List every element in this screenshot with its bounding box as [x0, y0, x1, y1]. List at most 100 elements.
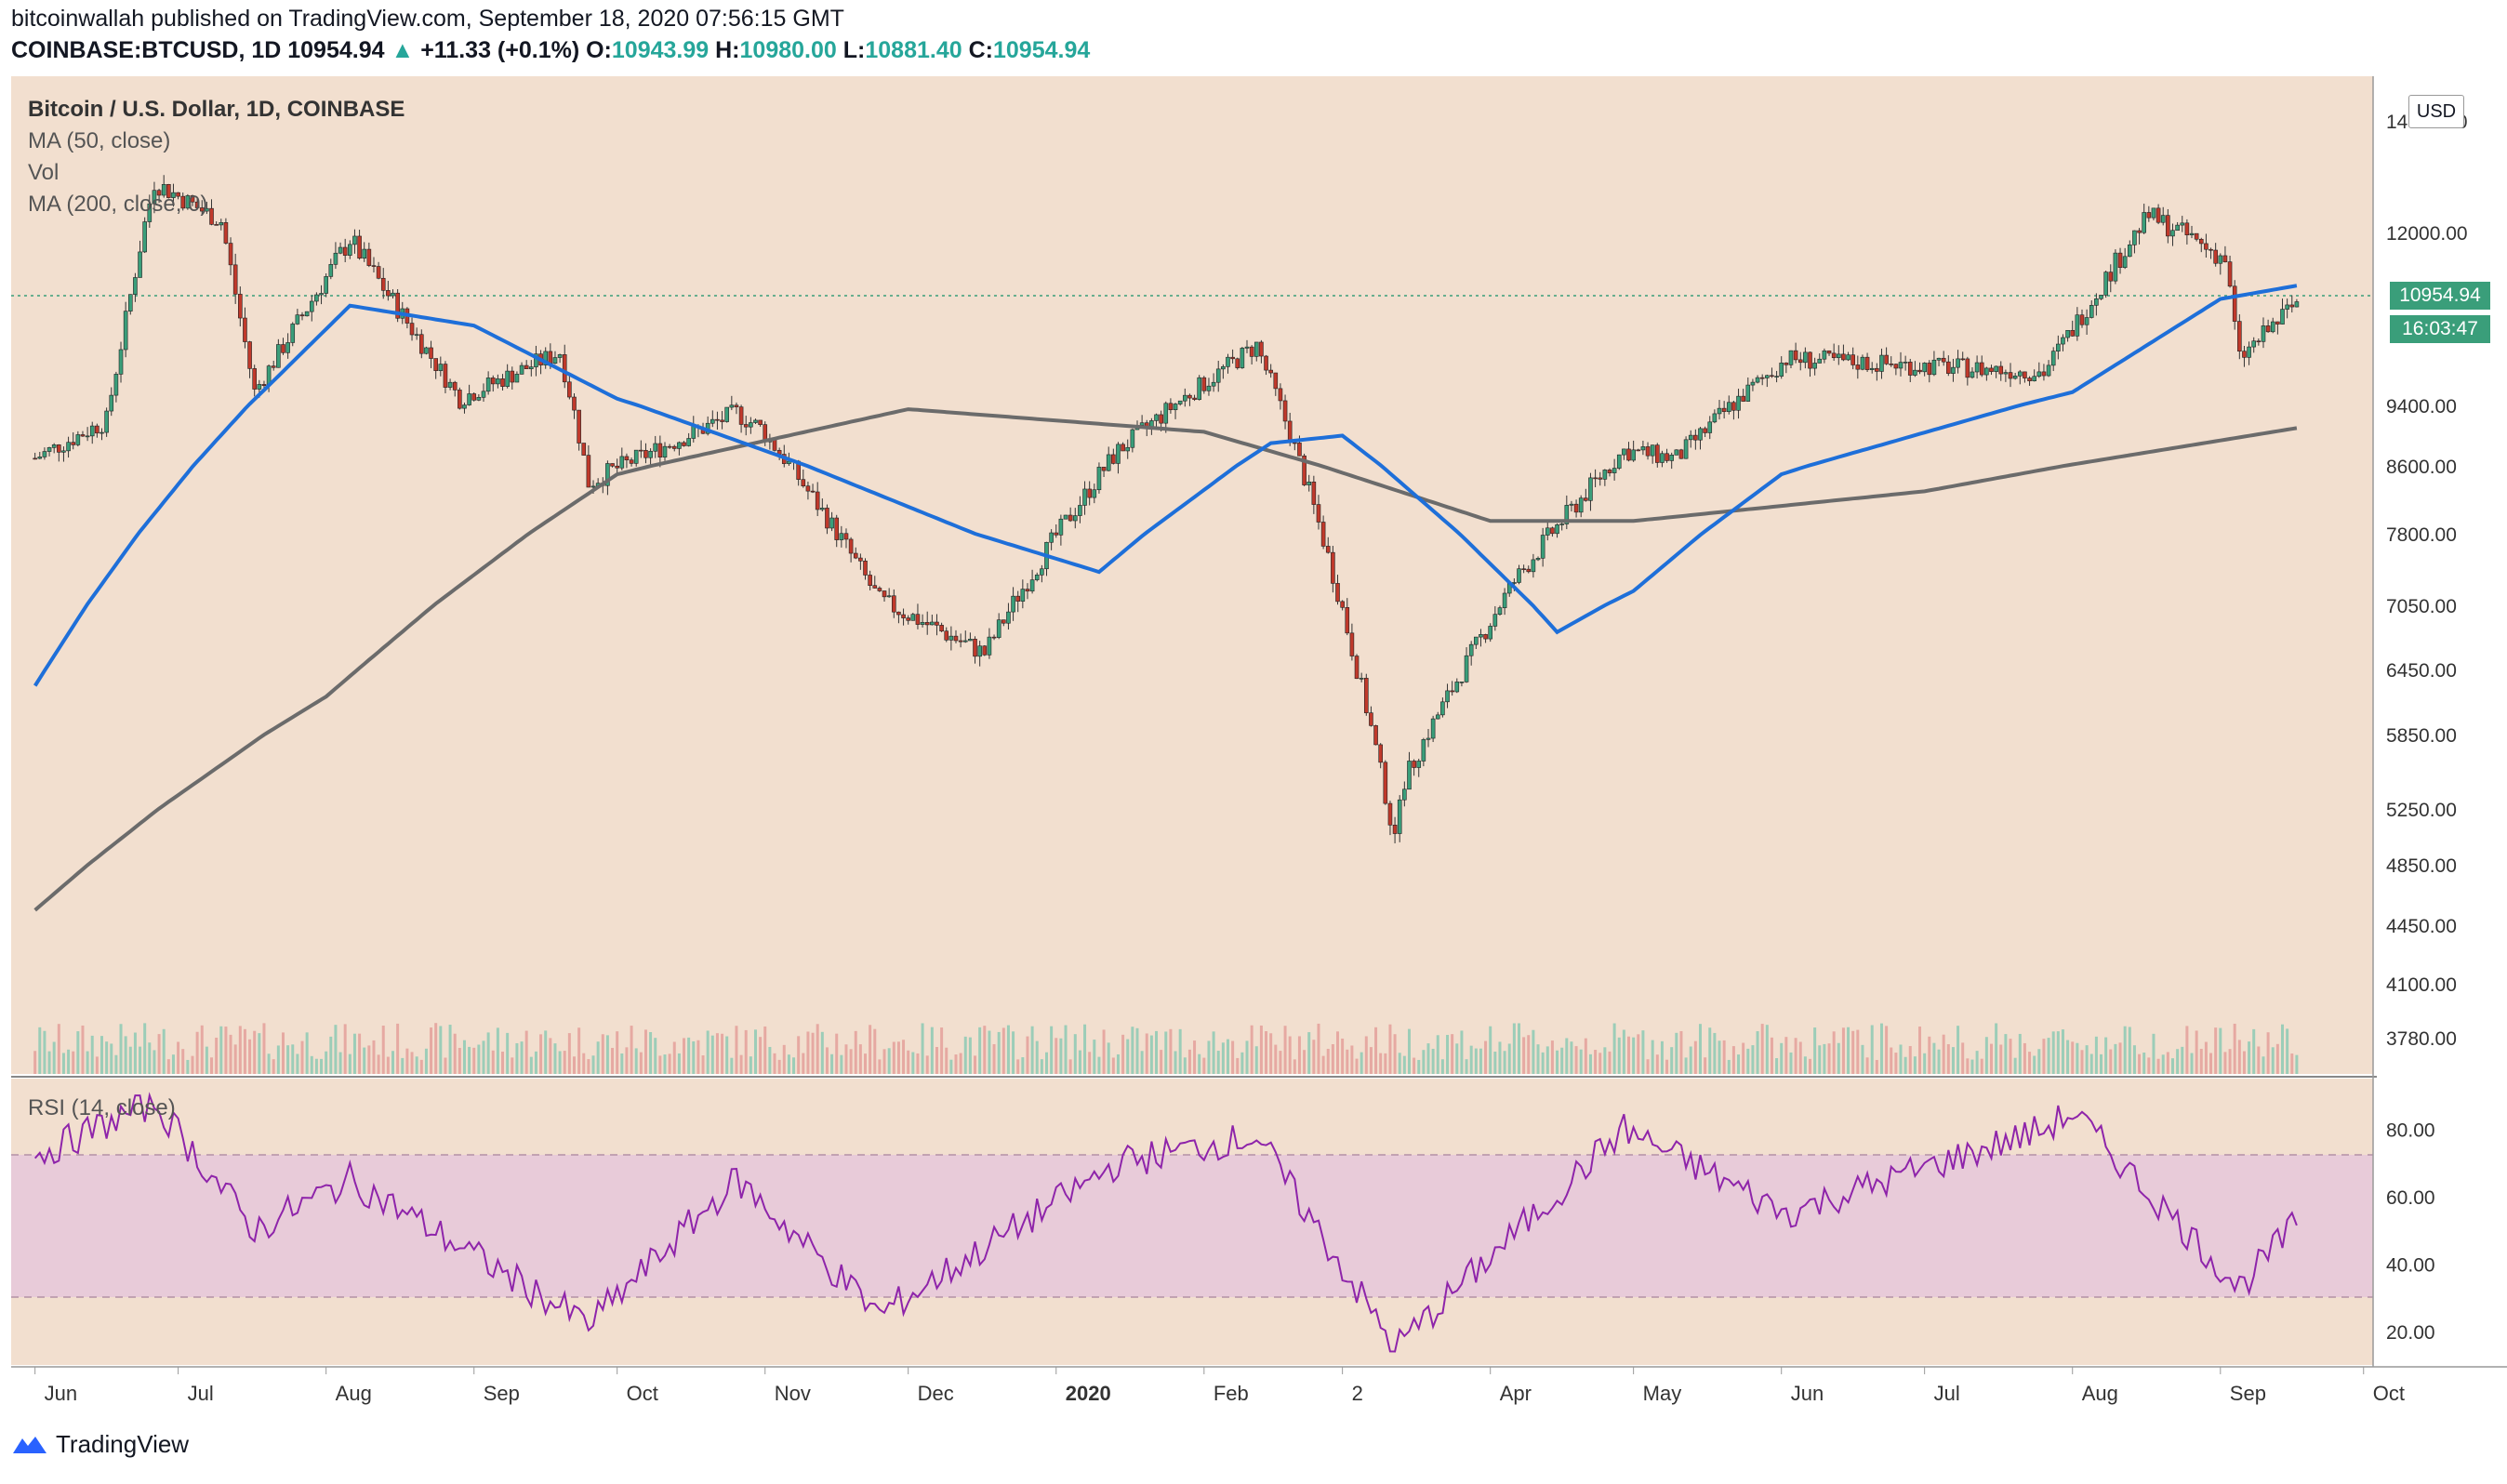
- candle-body: [166, 184, 171, 198]
- volume-bar: [1503, 1051, 1506, 1074]
- candle-body: [314, 294, 319, 302]
- volume-bar: [753, 1029, 757, 1074]
- volume-bar: [1402, 1055, 1406, 1074]
- brand-name: TradingView: [56, 1430, 190, 1458]
- candle-body: [1936, 357, 1942, 361]
- candle-body: [1230, 356, 1235, 360]
- legend-ma50[interactable]: MA (50, close): [28, 128, 171, 153]
- candle-body: [529, 366, 534, 369]
- volume-bar: [1541, 1052, 1545, 1074]
- candle-body: [295, 314, 300, 325]
- volume-bar: [1183, 1057, 1187, 1074]
- volume-bar: [763, 1026, 767, 1074]
- volume-bar: [215, 1037, 219, 1074]
- chart-title: Bitcoin / U.S. Dollar, 1D, COINBASE: [28, 97, 405, 122]
- volume-bar: [1379, 1053, 1383, 1074]
- candle-body: [362, 248, 367, 258]
- volume-bar: [1216, 1051, 1220, 1074]
- volume-bar: [2181, 1046, 2184, 1074]
- volume-bar: [405, 1048, 409, 1074]
- candle-body: [1325, 546, 1331, 553]
- candle-body: [109, 394, 114, 412]
- candle-body: [1297, 443, 1302, 457]
- legend-volume[interactable]: Vol: [28, 160, 60, 185]
- volume-bar: [1536, 1044, 1540, 1074]
- currency-selector[interactable]: USD: [2408, 95, 2464, 128]
- candle-body: [290, 324, 296, 343]
- candle-body: [710, 418, 715, 424]
- candle-body: [1956, 358, 1960, 368]
- candle-body: [2198, 238, 2204, 245]
- volume-bar: [1899, 1044, 1903, 1074]
- candle-body: [2032, 376, 2036, 381]
- candle-body: [662, 445, 668, 458]
- candle-body: [2094, 298, 2099, 306]
- candle-body: [924, 622, 930, 626]
- volume-bar: [133, 1032, 137, 1074]
- high-label: H:: [715, 37, 740, 63]
- volume-bar: [1832, 1031, 1836, 1074]
- candle-body: [261, 384, 267, 386]
- candle-body: [1154, 414, 1159, 421]
- candle-body: [271, 365, 276, 368]
- candle-body: [156, 190, 162, 196]
- candle-body: [2222, 255, 2228, 262]
- candle-body: [657, 443, 663, 458]
- volume-bar: [272, 1059, 275, 1074]
- volume-bar: [2056, 1031, 2060, 1074]
- volume-bar: [1928, 1036, 1931, 1074]
- price-tick-label: 5850.00: [2386, 725, 2457, 747]
- volume-bar: [1417, 1059, 1421, 1074]
- price-tick-label: 6450.00: [2386, 660, 2457, 682]
- volume-bar: [1556, 1050, 1559, 1074]
- candle-body: [886, 595, 892, 598]
- candle-body: [1645, 446, 1651, 457]
- candle-body: [1989, 367, 1994, 372]
- footer-brand[interactable]: TradingView: [11, 1430, 189, 1459]
- candle-body: [1526, 568, 1532, 573]
- volume-bar: [200, 1025, 204, 1074]
- candle-body: [1779, 363, 1784, 377]
- candle-body: [2041, 371, 2047, 377]
- candle-body: [1698, 428, 1703, 441]
- candle-body: [2023, 371, 2027, 378]
- volume-bar: [1827, 1043, 1831, 1074]
- volume-bar: [2290, 1053, 2294, 1074]
- volume-bar: [882, 1049, 886, 1074]
- candle-body: [2213, 249, 2218, 264]
- volume-bar: [453, 1033, 457, 1074]
- candle-body: [1569, 503, 1574, 506]
- candle-body: [247, 341, 252, 369]
- candle-body: [1278, 388, 1283, 402]
- ohlc-line: COINBASE:BTCUSD, 1D 10954.94 ▲ +11.33 (+…: [11, 37, 1090, 64]
- legend-rsi[interactable]: RSI (14, close): [28, 1095, 176, 1120]
- candle-body: [1435, 714, 1440, 720]
- volume-bar: [1160, 1050, 1163, 1074]
- volume-bar: [1608, 1051, 1612, 1074]
- candle-body: [853, 552, 858, 559]
- candle-body: [1345, 607, 1350, 634]
- candle-body: [1660, 453, 1665, 463]
- candle-body: [1001, 619, 1006, 624]
- volume-bar: [2209, 1053, 2213, 1074]
- candle-body: [1913, 369, 1917, 376]
- ma50-line: [33, 284, 2298, 687]
- candle-body: [1741, 395, 1745, 402]
- volume-bar: [1283, 1026, 1287, 1074]
- candle-body: [1550, 527, 1555, 535]
- volume-bar: [1321, 1055, 1325, 1074]
- candle-body: [2012, 376, 2018, 379]
- legend-ma200[interactable]: MA (200, close, 0): [28, 192, 208, 217]
- candle-body: [2275, 321, 2280, 325]
- candle-body: [1931, 359, 1937, 376]
- volume-bar: [1021, 1057, 1025, 1074]
- candle-body: [1072, 515, 1078, 522]
- candle-body: [1440, 701, 1445, 716]
- candle-body: [1268, 369, 1273, 374]
- candle-body: [1683, 439, 1689, 459]
- volume-bar: [2118, 1042, 2122, 1074]
- candle-body: [948, 635, 954, 641]
- price-tick-label: 4850.00: [2386, 855, 2457, 877]
- candle-body: [1173, 404, 1178, 411]
